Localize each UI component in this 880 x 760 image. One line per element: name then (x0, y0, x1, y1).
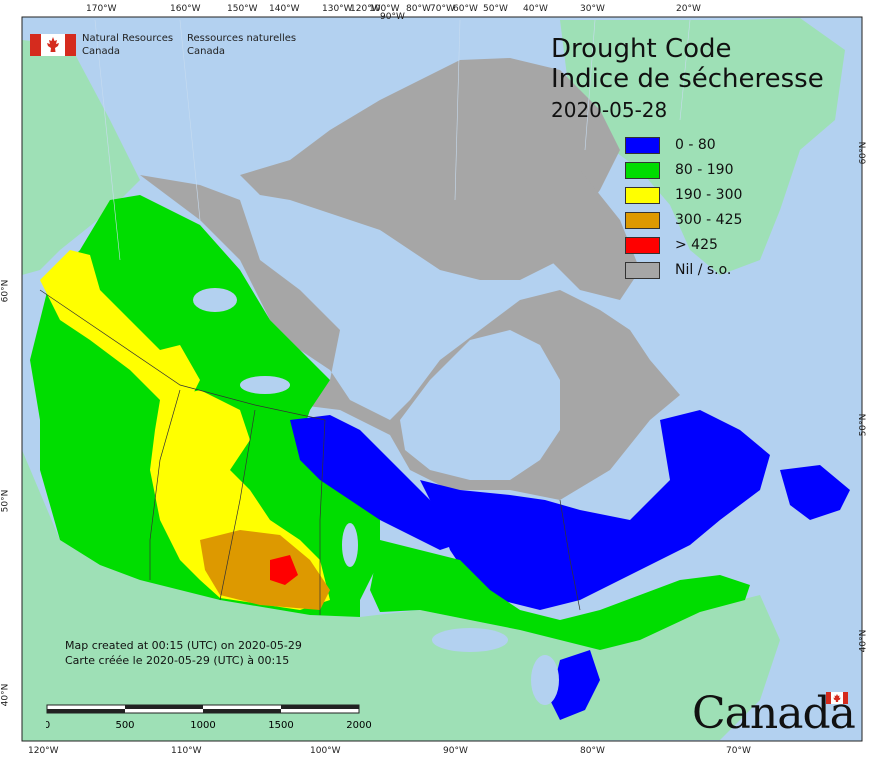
graticule-line (94, 19, 121, 261)
tick-top: 80°W (406, 4, 431, 14)
tick-top: 20°W (676, 4, 701, 14)
graticule-line (179, 19, 201, 221)
blue-ontario-south (550, 650, 600, 720)
gulf-st-lawrence (700, 540, 780, 575)
lake-superior (432, 628, 508, 652)
creation-note-en: Map created at 00:15 (UTC) on 2020-05-29 (65, 639, 302, 652)
wordmark-flag-icon (826, 692, 848, 704)
scale-bar-segment (125, 705, 203, 709)
tick-top: 70°W (430, 4, 455, 14)
tick-top: 40°W (523, 4, 548, 14)
greenland (560, 18, 845, 275)
tick-top: 100°W (369, 4, 400, 14)
scale-label: 2000 (346, 720, 371, 731)
legend-swatch (625, 187, 660, 204)
scale-bar: 0 500 1000 1500 2000 km (46, 704, 372, 731)
orange-prairies (200, 530, 330, 610)
scale-label: 0 (46, 720, 50, 731)
red-hotspot (270, 555, 298, 585)
legend-label: 300 - 425 (675, 212, 743, 228)
tick-right: 60°N (858, 141, 869, 165)
tick-right: 40°N (858, 629, 869, 653)
boundaries (39, 289, 581, 615)
org-name-en: Natural Resources Canada (82, 32, 182, 58)
boundary-ab-sk (219, 409, 256, 601)
boundary-qc-on (559, 499, 581, 611)
tick-bottom: 120°W (28, 746, 59, 756)
org-name-fr-line1: Ressources naturelles (187, 33, 297, 44)
tick-top: 50°W (483, 4, 508, 14)
scale-bar-segment (281, 705, 359, 709)
graticule-line (679, 19, 691, 121)
title-fr: Indice de sécheresse (551, 64, 824, 94)
legend-label: Nil / s.o. (675, 262, 732, 278)
graticule (94, 19, 691, 261)
legend-swatch (625, 262, 660, 279)
map-title: Drought Code Indice de sécheresse 2020-0… (551, 34, 824, 124)
legend-swatch (625, 137, 660, 154)
boundary-60n (39, 289, 326, 421)
tick-top: 30°W (580, 4, 605, 14)
alaska (22, 40, 140, 275)
org-name-en-line1: Natural Resources (82, 33, 174, 44)
scale-bar-segment (47, 709, 125, 713)
tick-bottom: 110°W (171, 746, 202, 756)
legend-swatch (625, 212, 660, 229)
org-name-en-line2: Canada (82, 46, 121, 57)
lake-winnipeg (342, 523, 358, 567)
lake-huron (531, 655, 559, 705)
tick-bottom: 70°W (726, 746, 751, 756)
scale-label: 1500 (268, 720, 293, 731)
tick-left: 50°N (0, 489, 11, 513)
graticule-line (584, 19, 596, 151)
tick-bottom: 80°W (580, 746, 605, 756)
blue-quebec (420, 410, 770, 610)
tick-bottom: 90°W (443, 746, 468, 756)
creation-note-fr: Carte créée le 2020-05-29 (UTC) à 00:15 (65, 654, 290, 667)
tick-top: 160°W (170, 4, 201, 14)
tick-top: 150°W (227, 4, 258, 14)
tick-top: 120°W (350, 4, 381, 14)
scale-bar-segment (203, 709, 281, 713)
tick-left: 40°N (0, 683, 11, 707)
nil-baffin (480, 140, 640, 300)
legend-label: 80 - 190 (675, 162, 734, 178)
hudson-bay (400, 330, 560, 480)
tick-top: 140°W (269, 4, 300, 14)
graticule-line (454, 19, 461, 201)
tick-top: 130°W (322, 4, 353, 14)
creation-note: Map created at 00:15 (UTC) on 2020-05-29… (65, 638, 302, 668)
scale-label: 1000 (190, 720, 215, 731)
legend-label: > 425 (675, 237, 718, 253)
boundary-bc-ab (149, 389, 181, 580)
canada-flag-icon (30, 34, 76, 56)
title-date: 2020-05-28 (551, 98, 668, 122)
blue-manitoba (290, 415, 470, 550)
legend-swatch (625, 237, 660, 254)
org-name-fr: Ressources naturelles Canada (187, 32, 307, 58)
map-border (21, 16, 863, 742)
great-slave-lake (240, 376, 290, 394)
tick-bottom: 100°W (310, 746, 341, 756)
legend-label: 190 - 300 (675, 187, 743, 203)
title-en: Drought Code (551, 34, 732, 64)
legend-label: 0 - 80 (675, 137, 716, 153)
tick-right: 50°N (858, 413, 869, 437)
scale-label: 500 (115, 720, 134, 731)
legend-swatch (625, 162, 660, 179)
tick-top: 90°W (380, 12, 405, 22)
boundary-sk-mb (319, 419, 326, 615)
yellow-northwest (40, 250, 200, 410)
great-bear-lake (193, 288, 237, 312)
blue-atlantic (780, 465, 850, 520)
green-east-band (370, 540, 750, 650)
tick-left: 60°N (0, 279, 11, 303)
tick-top: 170°W (86, 4, 117, 14)
org-name-fr-line2: Canada (187, 46, 226, 57)
tick-top: 60°W (453, 4, 478, 14)
